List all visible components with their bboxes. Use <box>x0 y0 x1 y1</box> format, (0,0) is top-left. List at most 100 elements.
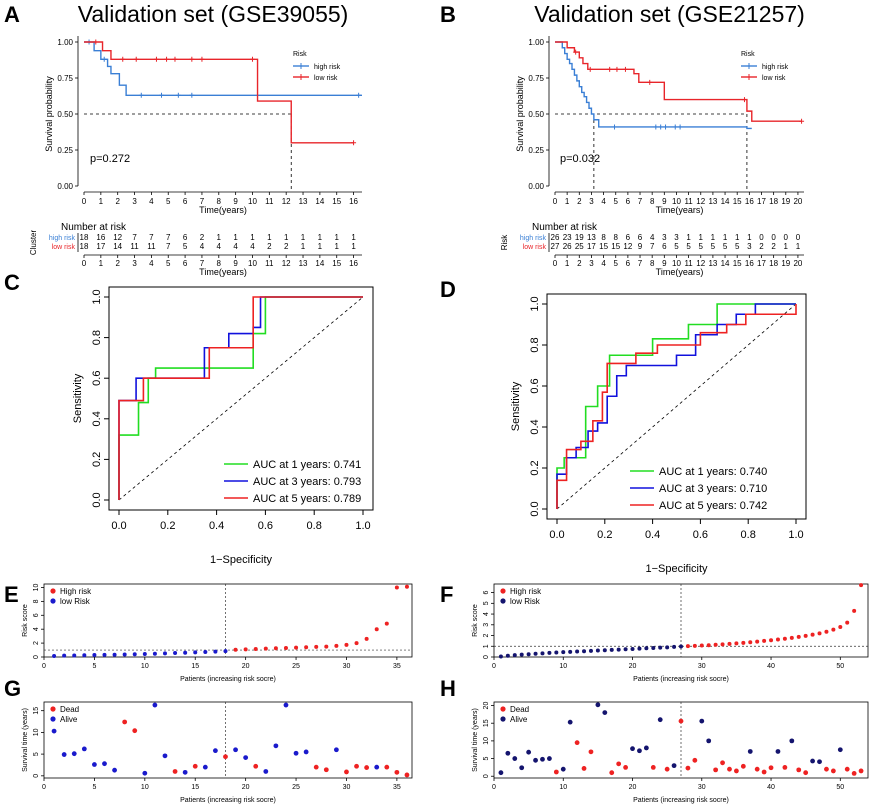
km-b-risk-x-tick-label: 9 <box>662 259 667 268</box>
km-b-censor-mark <box>741 97 747 103</box>
scatter-e-point <box>314 644 319 649</box>
panel-label-g: G <box>4 676 21 701</box>
km-b-x-tick-label: 0 <box>553 197 558 206</box>
km-a-y-tick-label: 1.00 <box>57 38 73 47</box>
scatter-f-legend-label: low Risk <box>510 597 541 606</box>
scatter-h-legend-label: Dead <box>510 705 529 714</box>
km-b-risk-count: 4 <box>650 233 655 242</box>
scatter-e-point <box>142 652 147 657</box>
km-b-risk-x-tick-label: 4 <box>601 259 606 268</box>
km-a-x-tick-label: 14 <box>315 197 324 206</box>
roc-c-x-tick-label: 0.8 <box>307 520 322 532</box>
scatter-g-point-alive <box>102 761 107 767</box>
scatter-e-point <box>183 650 188 655</box>
roc-c-x-label: 1−Specificity <box>210 554 273 566</box>
km-b-censor-mark <box>622 66 628 72</box>
km-a-legend-mark <box>298 63 304 69</box>
km-b-censor-mark <box>677 124 683 130</box>
km-a-censor-mark <box>199 56 205 62</box>
km-a-x-tick-label: 3 <box>132 197 137 206</box>
scatter-g-x-tick-label: 5 <box>92 784 96 791</box>
km-a-risk-count: 11 <box>147 242 156 251</box>
km-a-risk-count: 16 <box>96 233 105 242</box>
scatter-e-point <box>112 652 117 657</box>
roc-c-y-tick-label: 0.0 <box>91 492 103 507</box>
scatter-f-point <box>602 648 607 653</box>
roc-d-y-tick-label: 0.6 <box>529 378 541 393</box>
scatter-g-point-alive <box>212 748 218 754</box>
scatter-h-point-alive <box>775 749 781 754</box>
km-a-risk-count: 4 <box>250 242 255 251</box>
roc-d-frame <box>546 293 807 520</box>
scatter-e-point <box>52 653 57 658</box>
km-b-y-tick-label: 0.50 <box>528 110 544 119</box>
roc-c-legend-label: AUC at 3 years: 0.793 <box>253 476 361 488</box>
scatter-e-point <box>404 584 409 589</box>
km-a-title: Validation set (GSE39055) <box>78 1 349 27</box>
scatter-g-legend-label: Dead <box>60 705 79 714</box>
km-b-risk-count: 17 <box>587 242 596 251</box>
scatter-f-y-label: Risk score <box>472 604 479 637</box>
km-a-risk-count: 1 <box>301 233 306 242</box>
scatter-f-point <box>616 647 621 652</box>
km-a-risk-x-tick-label: 2 <box>115 259 120 268</box>
km-a-censor-mark <box>175 92 181 98</box>
scatter-f-point <box>512 653 517 658</box>
km-b-risk-count: 6 <box>662 242 667 251</box>
scatter-f-legend-label: High risk <box>510 587 542 596</box>
scatter-f-point <box>789 635 794 640</box>
scatter-e-point <box>152 651 157 656</box>
scatter-g-point-dead <box>404 772 410 778</box>
km-b-risk-x-tick-label: 5 <box>614 259 619 268</box>
km-b-risk-count: 13 <box>587 233 596 242</box>
km-b-risk-count: 6 <box>638 233 643 242</box>
scatter-f-y-tick-label: 0 <box>483 655 490 659</box>
scatter-f-point <box>526 652 531 657</box>
km-a-x-tick-label: 9 <box>233 197 238 206</box>
scatter-f-x-tick-label: 0 <box>492 663 496 670</box>
km-b-censor-mark <box>607 66 613 72</box>
km-b-censor-mark <box>672 124 678 130</box>
km-b-risk-count: 26 <box>563 242 572 251</box>
scatter-h-point-alive <box>817 759 822 765</box>
scatter-g-point-alive <box>333 747 339 753</box>
scatter-e-point <box>374 627 379 632</box>
roc-c-curve-2 <box>118 296 363 500</box>
scatter-e-point <box>203 649 208 654</box>
panel-label-e: E <box>4 582 19 607</box>
scatter-h-point-dead <box>830 768 836 774</box>
km-a-risk-x-tick-label: 3 <box>132 259 137 268</box>
scatter-h-point-alive <box>512 756 518 761</box>
km-a-risk-count: 2 <box>200 233 205 242</box>
scatter-h-point-dead <box>664 766 670 772</box>
km-b-x-tick-label: 3 <box>589 197 594 206</box>
scatter-h-point-dead <box>553 769 559 775</box>
scatter-g-point-dead <box>253 763 259 769</box>
km-b-x-tick-label: 9 <box>662 197 667 206</box>
scatter-f-point <box>706 643 711 648</box>
km-a-risk-count: 5 <box>183 242 188 251</box>
scatter-f-point <box>782 636 787 641</box>
km-b-censor-mark <box>653 124 659 130</box>
scatter-f-y-tick-label: 3 <box>483 623 490 627</box>
roc-d-y-tick-label: 1.0 <box>529 296 541 311</box>
scatter-e-point <box>334 643 339 648</box>
scatter-h-point-alive <box>657 717 663 723</box>
roc-c-y-tick-label: 1.0 <box>91 289 103 304</box>
scatter-h-point-alive <box>602 710 608 716</box>
scatter-h-point-dead <box>727 766 732 772</box>
km-b-risk-x-tick-label: 16 <box>745 259 754 268</box>
scatter-g-point-dead <box>344 769 349 775</box>
scatter-f-point <box>741 640 746 645</box>
roc-d-y-tick-label: 0.0 <box>529 501 541 516</box>
km-a-censor-mark <box>120 56 126 62</box>
scatter-f-point <box>762 638 767 643</box>
km-b-risk-x-tick-label: 20 <box>793 259 802 268</box>
roc-d-x-tick-label: 0.4 <box>645 529 660 541</box>
scatter-f-point <box>845 620 850 625</box>
scatter-e-x-label: Patients (increasing risk socre) <box>180 676 276 683</box>
scatter-f-x-tick-label: 10 <box>559 663 567 670</box>
scatter-f-point <box>561 650 566 655</box>
km-a-legend-mark <box>298 74 304 80</box>
scatter-h-point-dead <box>616 761 622 767</box>
